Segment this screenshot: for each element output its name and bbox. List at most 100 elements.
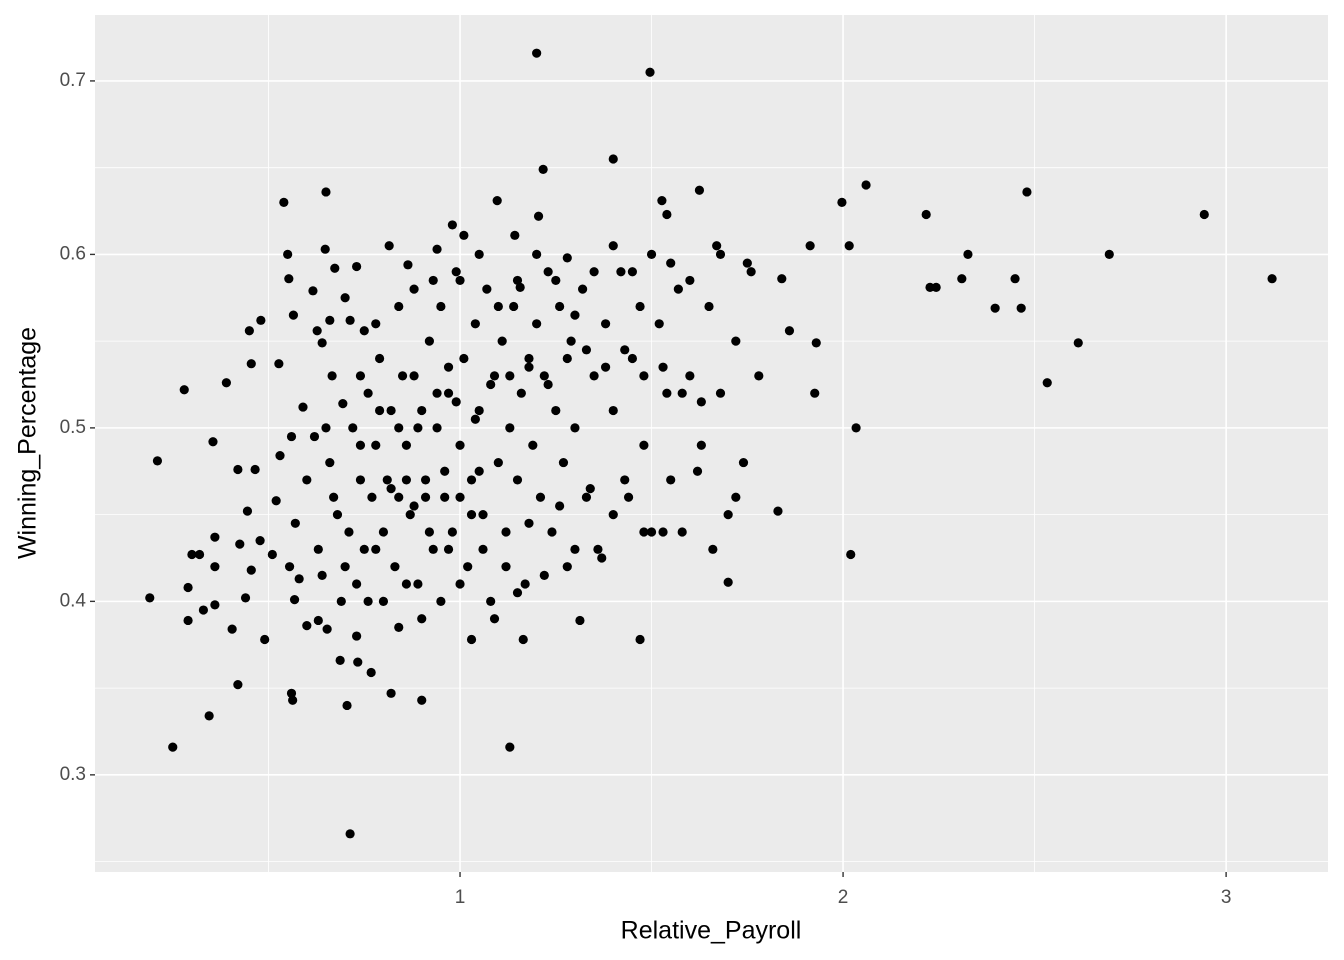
point [562,353,572,364]
point [302,475,312,485]
point [533,211,544,221]
point [474,249,484,260]
point [455,275,465,286]
point [662,388,672,398]
point [210,600,220,610]
point [413,579,423,589]
point [384,241,394,251]
point [512,475,523,485]
point [371,440,381,450]
point [447,527,457,537]
point [921,209,931,220]
point [497,336,507,346]
point [451,397,461,407]
point [501,527,511,537]
point [990,303,1000,313]
point [685,371,695,381]
point [627,353,638,364]
point [322,624,332,634]
point [436,301,446,312]
point [255,536,265,546]
point [179,385,189,395]
point [715,388,726,398]
point [505,423,515,433]
point [486,596,496,606]
point [851,423,861,433]
point [352,261,362,272]
point [244,326,254,336]
point [250,464,260,475]
point [805,241,815,251]
point [510,230,520,240]
point [585,484,595,494]
points [145,48,1277,839]
point [363,388,373,398]
point [355,371,366,381]
point [321,423,331,433]
point [493,457,503,468]
point [463,562,473,572]
point [516,388,526,398]
point [345,315,355,325]
point [608,405,618,416]
point [470,319,480,329]
point [532,249,542,260]
point [210,562,220,572]
point [466,475,477,485]
point [518,634,528,645]
point [1010,274,1020,284]
point [330,263,340,273]
point [288,310,299,320]
point [317,570,327,580]
point [409,284,419,294]
point [288,695,298,705]
point [627,267,638,277]
point [474,405,484,416]
point [432,423,442,433]
point [317,338,327,348]
point [532,319,542,329]
point [284,562,295,572]
point [355,440,366,450]
point [338,398,348,409]
point [455,492,465,502]
point [512,275,523,286]
point [635,301,645,312]
point [340,293,350,303]
point [274,359,284,369]
point [600,362,611,372]
point [931,282,941,292]
point [539,570,549,580]
point [403,260,413,270]
point [597,553,607,563]
point [183,615,193,626]
point [685,275,695,286]
y-axis-title: Winning_Percentage [14,327,42,559]
point [417,405,427,416]
point [286,688,297,698]
point [401,579,412,589]
point [608,154,618,164]
point [570,544,580,554]
point [639,371,649,381]
point [256,315,266,325]
point [382,475,392,485]
point [345,829,355,839]
point [501,562,511,572]
point [309,431,320,442]
point [578,284,588,294]
point [194,549,205,560]
axes: 1 2 3 0.3 0.4 0.5 0.6 0.7 [60,70,1232,908]
point [620,475,630,485]
point [235,539,245,549]
point [367,492,377,502]
point [267,549,277,560]
point [861,180,871,190]
point [470,414,480,424]
point [654,319,664,329]
y-tick-label: 0.5 [60,417,86,438]
point [447,220,457,230]
point [198,605,208,615]
